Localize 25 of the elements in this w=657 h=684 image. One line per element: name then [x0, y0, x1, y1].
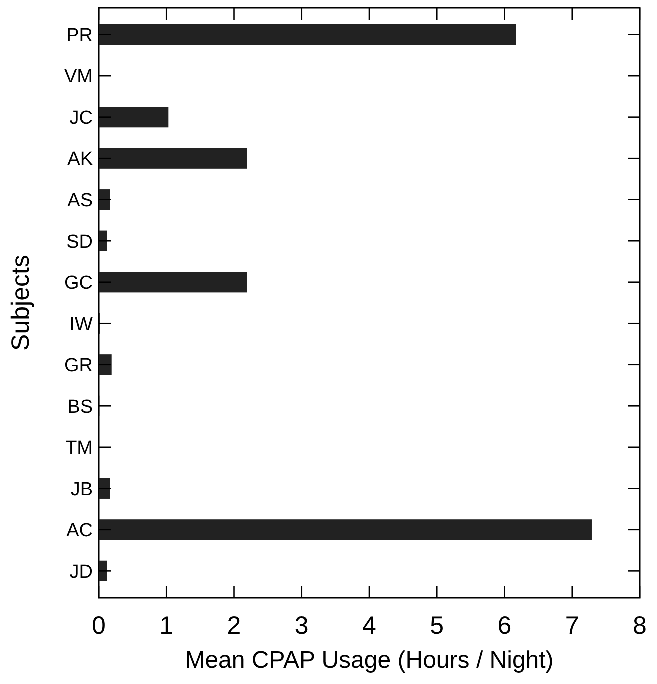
y-tick-label: VM [64, 66, 93, 88]
y-tick-label: PR [66, 25, 93, 46]
y-tick-label: JB [70, 479, 93, 500]
y-tick-label: BS [68, 396, 93, 418]
y-tick-label: IW [70, 314, 94, 336]
y-tick-label: AS [68, 190, 93, 212]
x-tick-label: 7 [565, 612, 580, 640]
y-tick-label: GR [64, 356, 93, 377]
y-tick-label: JD [70, 562, 93, 583]
y-tick-label: TM [66, 438, 93, 460]
y-tick-label: GC [64, 273, 93, 294]
x-tick-label: 0 [92, 612, 106, 640]
x-tick-label: 8 [633, 612, 647, 640]
x-tick-label: 1 [160, 612, 174, 640]
y-tick-label: AK [68, 149, 94, 170]
y-tick-label: JC [70, 108, 93, 129]
y-tick-label: SD [66, 232, 93, 253]
x-tick-label: 2 [227, 612, 242, 640]
x-tick-label: 3 [294, 612, 309, 640]
y-axis-title: Subjects [7, 255, 35, 351]
x-tick-label: 6 [498, 612, 512, 640]
x-tick-label: 5 [430, 612, 444, 640]
x-tick-label: 4 [362, 612, 377, 640]
x-axis-title: Mean CPAP Usage (Hours / Night) [185, 647, 554, 674]
y-tick-label: AC [66, 520, 93, 542]
